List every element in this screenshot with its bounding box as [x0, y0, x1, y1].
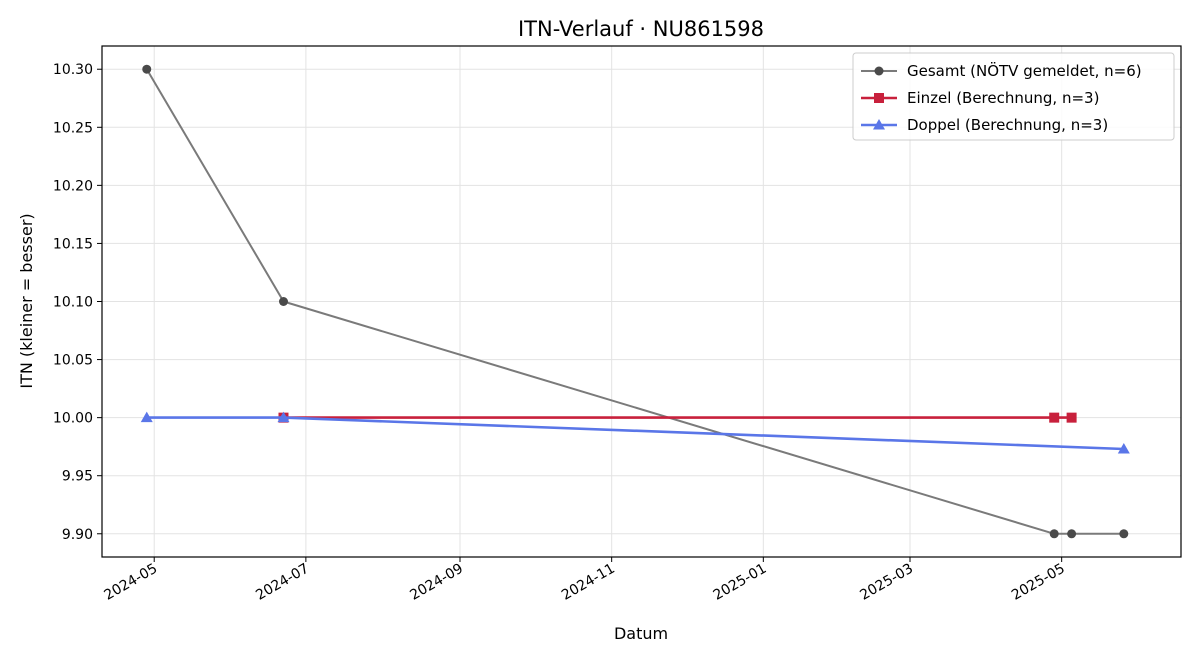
y-tick-label: 10.15 — [53, 236, 93, 252]
data-point — [1049, 529, 1059, 539]
data-point — [277, 411, 290, 423]
legend-box — [852, 52, 1175, 141]
legend-swatch-marker — [873, 119, 885, 130]
x-axis-label: Datum — [614, 624, 668, 643]
legend-item: Doppel (Berechnung, n=3) — [861, 116, 1108, 134]
y-axis-label: ITN (kleiner = besser) — [17, 213, 36, 388]
y-axis: 9.90 9.95 10.00 10.05 10.10 10.15 10.20 10.25 10… — [53, 62, 102, 543]
data-point — [278, 297, 288, 306]
data-point — [1066, 412, 1077, 423]
y-tick-label: 10.05 — [53, 353, 93, 369]
y-tick-label: 10.10 — [53, 295, 93, 311]
legend-item: Einzel (Berechnung, n=3) — [861, 89, 1099, 107]
legend-item: Gesamt (NÖTV gemeldet, n=6) — [861, 61, 1142, 80]
series-layer — [140, 64, 1130, 539]
data-point — [1049, 412, 1060, 423]
data-point — [1067, 529, 1077, 539]
legend-swatch-marker — [874, 66, 884, 76]
data-point — [1119, 529, 1129, 539]
legend-label: Doppel (Berechnung, n=3) — [907, 116, 1108, 134]
chart-title: ITN-Verlauf · NU861598 — [518, 17, 764, 41]
data-point — [142, 64, 152, 74]
data-point — [1117, 442, 1130, 454]
y-tick-label: 10.00 — [53, 411, 93, 427]
legend-label: Gesamt (NÖTV gemeldet, n=6) — [907, 61, 1142, 80]
y-tick-label: 10.25 — [53, 120, 93, 136]
y-tick-label: 9.95 — [62, 469, 93, 485]
y-tick-label: 10.30 — [53, 62, 93, 78]
y-tick-label: 10.20 — [53, 178, 93, 194]
legend: Gesamt (NÖTV gemeldet, n=6) Einzel (Berec… — [852, 52, 1175, 141]
data-point — [140, 411, 153, 423]
y-tick-label: 9.90 — [62, 527, 93, 543]
series-1 — [142, 64, 1129, 539]
legend-swatch-marker — [874, 93, 884, 103]
legend-label: Einzel (Berechnung, n=3) — [907, 89, 1099, 107]
series-3 — [140, 411, 1130, 454]
